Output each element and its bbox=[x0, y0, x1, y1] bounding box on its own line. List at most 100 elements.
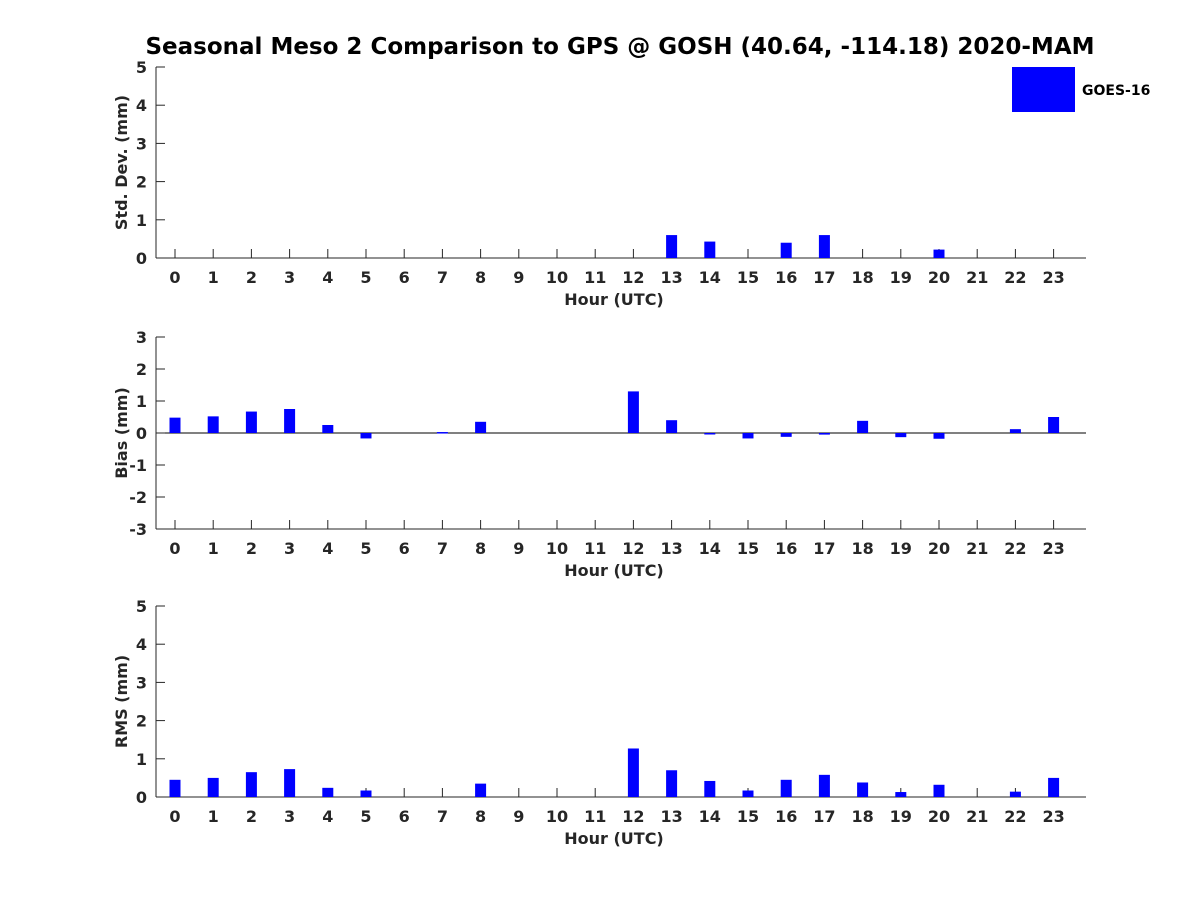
stddev-y-tick-label: 0 bbox=[136, 249, 147, 268]
bias-y-tick-label: 3 bbox=[136, 328, 147, 347]
bias-y-tick-label: -1 bbox=[129, 456, 147, 475]
bias-bar bbox=[666, 420, 678, 433]
bias-x-tick-label: 3 bbox=[284, 539, 295, 558]
stddev-x-tick-label: 5 bbox=[360, 268, 371, 287]
rms-x-tick-label: 17 bbox=[813, 807, 835, 826]
stddev-x-tick-label: 8 bbox=[475, 268, 486, 287]
bias-bar bbox=[284, 409, 296, 433]
stddev-x-tick-label: 20 bbox=[928, 268, 950, 287]
stddev-bar bbox=[818, 235, 830, 258]
rms-bar bbox=[627, 748, 639, 797]
stddev-y-tick-label: 2 bbox=[136, 173, 147, 192]
rms-bar bbox=[322, 787, 334, 797]
stddev-x-tick-label: 7 bbox=[437, 268, 448, 287]
stddev-y-tick-label: 1 bbox=[136, 211, 147, 230]
stddev-x-tick-label: 22 bbox=[1004, 268, 1026, 287]
bias-x-tick-label: 23 bbox=[1042, 539, 1064, 558]
rms-bar bbox=[1048, 777, 1060, 797]
rms-bar bbox=[284, 769, 296, 797]
rms-bar bbox=[780, 779, 792, 797]
bias-bar bbox=[207, 416, 219, 433]
rms-bar bbox=[169, 779, 181, 797]
stddev-x-tick-label: 13 bbox=[660, 268, 682, 287]
rms-x-tick-label: 6 bbox=[399, 807, 410, 826]
bias-x-tick-label: 15 bbox=[737, 539, 759, 558]
bias-x-tick-label: 13 bbox=[660, 539, 682, 558]
bias-y-tick-label: -3 bbox=[129, 520, 147, 539]
stddev-x-tick-label: 23 bbox=[1042, 268, 1064, 287]
rms-x-tick-label: 3 bbox=[284, 807, 295, 826]
bias-x-tick-label: 22 bbox=[1004, 539, 1026, 558]
rms-x-tick-label: 18 bbox=[851, 807, 873, 826]
rms-bar bbox=[933, 784, 945, 797]
rms-x-tick-label: 22 bbox=[1004, 807, 1026, 826]
rms-bar bbox=[475, 783, 487, 797]
rms-x-tick-label: 10 bbox=[546, 807, 568, 826]
rms-bar bbox=[360, 790, 372, 797]
rms-x-tick-label: 11 bbox=[584, 807, 606, 826]
bias-bar bbox=[322, 425, 334, 433]
rms-x-tick-label: 20 bbox=[928, 807, 950, 826]
bias-x-tick-label: 0 bbox=[169, 539, 180, 558]
stddev-x-tick-label: 14 bbox=[699, 268, 721, 287]
rms-bar bbox=[207, 777, 219, 797]
stddev-x-tick-label: 12 bbox=[622, 268, 644, 287]
bias-bar bbox=[360, 433, 372, 439]
bias-y-tick-label: 0 bbox=[136, 424, 147, 443]
stddev-x-tick-label: 15 bbox=[737, 268, 759, 287]
rms-bar bbox=[857, 782, 869, 797]
bias-x-tick-label: 19 bbox=[890, 539, 912, 558]
bias-x-tick-label: 9 bbox=[513, 539, 524, 558]
bias-x-tick-label: 17 bbox=[813, 539, 835, 558]
bias-bar bbox=[436, 432, 448, 434]
stddev-bar bbox=[933, 249, 945, 258]
rms-bar bbox=[666, 770, 678, 797]
bias-bar bbox=[895, 433, 907, 438]
bias-x-tick-label: 14 bbox=[699, 539, 721, 558]
bias-y-tick-label: 1 bbox=[136, 392, 147, 411]
rms-x-tick-label: 9 bbox=[513, 807, 524, 826]
bias-x-tick-label: 18 bbox=[851, 539, 873, 558]
stddev-x-tick-label: 18 bbox=[851, 268, 873, 287]
rms-y-axis-label: RMS (mm) bbox=[112, 655, 131, 748]
stddev-x-tick-label: 19 bbox=[890, 268, 912, 287]
stddev-y-axis-label: Std. Dev. (mm) bbox=[112, 95, 131, 230]
stddev-bar bbox=[666, 235, 678, 258]
stddev-x-tick-label: 17 bbox=[813, 268, 835, 287]
stddev-x-tick-label: 9 bbox=[513, 268, 524, 287]
bias-bar bbox=[818, 433, 830, 435]
bias-y-axis-label: Bias (mm) bbox=[112, 387, 131, 479]
bias-x-tick-label: 16 bbox=[775, 539, 797, 558]
rms-bar bbox=[895, 792, 907, 797]
legend-swatch bbox=[1012, 67, 1075, 112]
rms-x-tick-label: 15 bbox=[737, 807, 759, 826]
rms-x-tick-label: 5 bbox=[360, 807, 371, 826]
bias-bar bbox=[780, 433, 792, 437]
rms-x-tick-label: 13 bbox=[660, 807, 682, 826]
bias-bar bbox=[704, 433, 716, 435]
rms-x-tick-label: 7 bbox=[437, 807, 448, 826]
rms-bar bbox=[742, 790, 754, 797]
rms-y-tick-label: 5 bbox=[136, 597, 147, 616]
bias-bar bbox=[857, 420, 869, 433]
rms-y-tick-label: 0 bbox=[136, 788, 147, 807]
rms-x-tick-label: 19 bbox=[890, 807, 912, 826]
rms-y-tick-label: 4 bbox=[136, 635, 147, 654]
stddev-x-tick-label: 1 bbox=[208, 268, 219, 287]
stddev-y-tick-label: 3 bbox=[136, 134, 147, 153]
rms-x-tick-label: 16 bbox=[775, 807, 797, 826]
rms-x-tick-label: 12 bbox=[622, 807, 644, 826]
rms-y-tick-label: 3 bbox=[136, 673, 147, 692]
bias-bar bbox=[627, 391, 639, 433]
bias-x-tick-label: 21 bbox=[966, 539, 988, 558]
bias-x-tick-label: 8 bbox=[475, 539, 486, 558]
bias-x-tick-label: 1 bbox=[208, 539, 219, 558]
bias-x-tick-label: 2 bbox=[246, 539, 257, 558]
bias-bar bbox=[742, 433, 754, 439]
bias-bar bbox=[1048, 417, 1060, 433]
rms-bar bbox=[245, 772, 257, 797]
